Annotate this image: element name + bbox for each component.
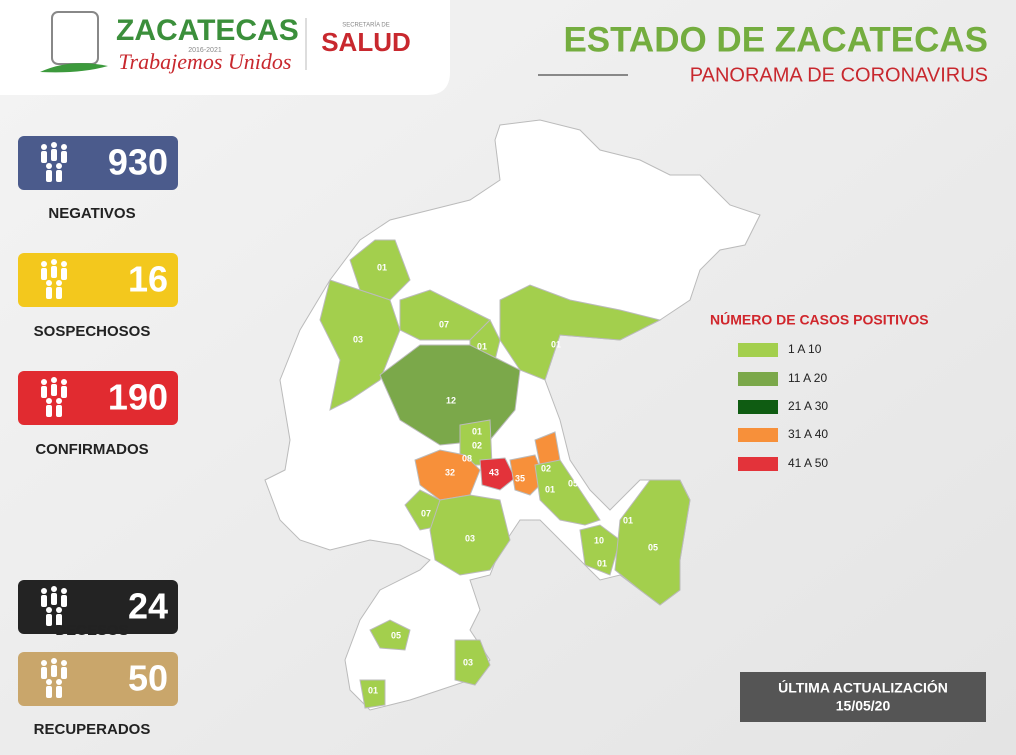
region-label: 03 [463, 657, 473, 667]
stat-label: SOSPECHOSOS [34, 323, 151, 340]
region-label: 43 [489, 467, 499, 477]
region-label: 05 [391, 630, 401, 640]
legend: NÚMERO DE CASOS POSITIVOS 1 A 10 11 A 20 2… [710, 311, 929, 471]
legend-swatch [738, 372, 778, 386]
legend-label: 41 A 50 [788, 456, 828, 470]
map: 01 03 07 01 01 12 01 02 08 32 43 35 02 0… [264, 119, 761, 711]
legend-label: 11 A 20 [788, 371, 827, 385]
region [499, 284, 662, 381]
region [534, 459, 601, 526]
region-label: 01 [472, 426, 482, 436]
legend-title: NÚMERO DE CASOS POSITIVOS [710, 311, 929, 328]
region-label: 08 [462, 453, 472, 463]
stat-label: NEGATIVOS [48, 205, 135, 222]
stat-group: 930 NEGATIVOS 16 SOSPECHOSOS 190 CONFIRMADO… [18, 136, 178, 738]
region-label: 01 [477, 341, 487, 351]
region-label: 02 [541, 463, 551, 473]
stat-value: 50 [128, 658, 168, 699]
stat-label: CONFIRMADOS [35, 441, 148, 458]
region-label: 01 [551, 339, 561, 349]
region-label: 01 [545, 484, 555, 494]
update-label: ÚLTIMA ACTUALIZACIÓN [778, 679, 948, 696]
region-label: 32 [445, 467, 455, 477]
stat-value: 190 [108, 377, 168, 418]
update-box [740, 672, 986, 722]
region-label: 35 [515, 473, 525, 483]
logo-slogan: Trabajemos Unidos [119, 49, 292, 74]
region [414, 449, 481, 501]
region [379, 344, 521, 446]
legend-swatch [738, 343, 778, 357]
region [359, 679, 386, 709]
stat-label: DECESOS [55, 622, 128, 639]
region [429, 494, 511, 576]
legend-label: 1 A 10 [788, 342, 822, 356]
stat-label: RECUPERADOS [34, 721, 151, 738]
logo-years: 2016-2021 [188, 47, 222, 54]
region-label: 12 [446, 395, 456, 405]
logo-title: ZACATECAS [116, 14, 299, 47]
legend-swatch [738, 457, 778, 471]
region [479, 457, 516, 491]
region-label: 07 [421, 508, 431, 518]
region-label: 03 [353, 334, 363, 344]
legend-swatch [738, 400, 778, 414]
region [614, 479, 691, 606]
title: ESTADO DE ZACATECAS [563, 20, 988, 59]
header-card [0, 0, 450, 95]
legend-label: 21 A 30 [788, 399, 828, 413]
dept-prefix: SECRETARÍA DE [342, 22, 390, 29]
region-label: 01 [368, 685, 378, 695]
legend-label: 31 A 40 [788, 427, 828, 441]
region-label: 07 [439, 319, 449, 329]
update-date: 15/05/20 [836, 698, 891, 714]
region [454, 639, 491, 686]
region-label: 01 [597, 558, 607, 568]
region-label: 02 [472, 440, 482, 450]
region-label: 01 [377, 262, 387, 272]
region [319, 279, 401, 411]
region-label: 05 [648, 542, 658, 552]
dept-name: SALUD [321, 27, 411, 57]
region [579, 524, 621, 576]
stat-value: 24 [128, 586, 168, 627]
stat-value: 930 [108, 142, 168, 183]
region-label: 05 [568, 478, 578, 488]
stat-value: 16 [128, 259, 168, 300]
region-label: 01 [623, 515, 633, 525]
region [369, 619, 411, 651]
region-label: 03 [465, 533, 475, 543]
logo-ribbon [40, 63, 108, 73]
subtitle: PANORAMA DE CORONAVIRUS [690, 64, 988, 86]
region-label: 10 [594, 535, 604, 545]
legend-swatch [738, 428, 778, 442]
